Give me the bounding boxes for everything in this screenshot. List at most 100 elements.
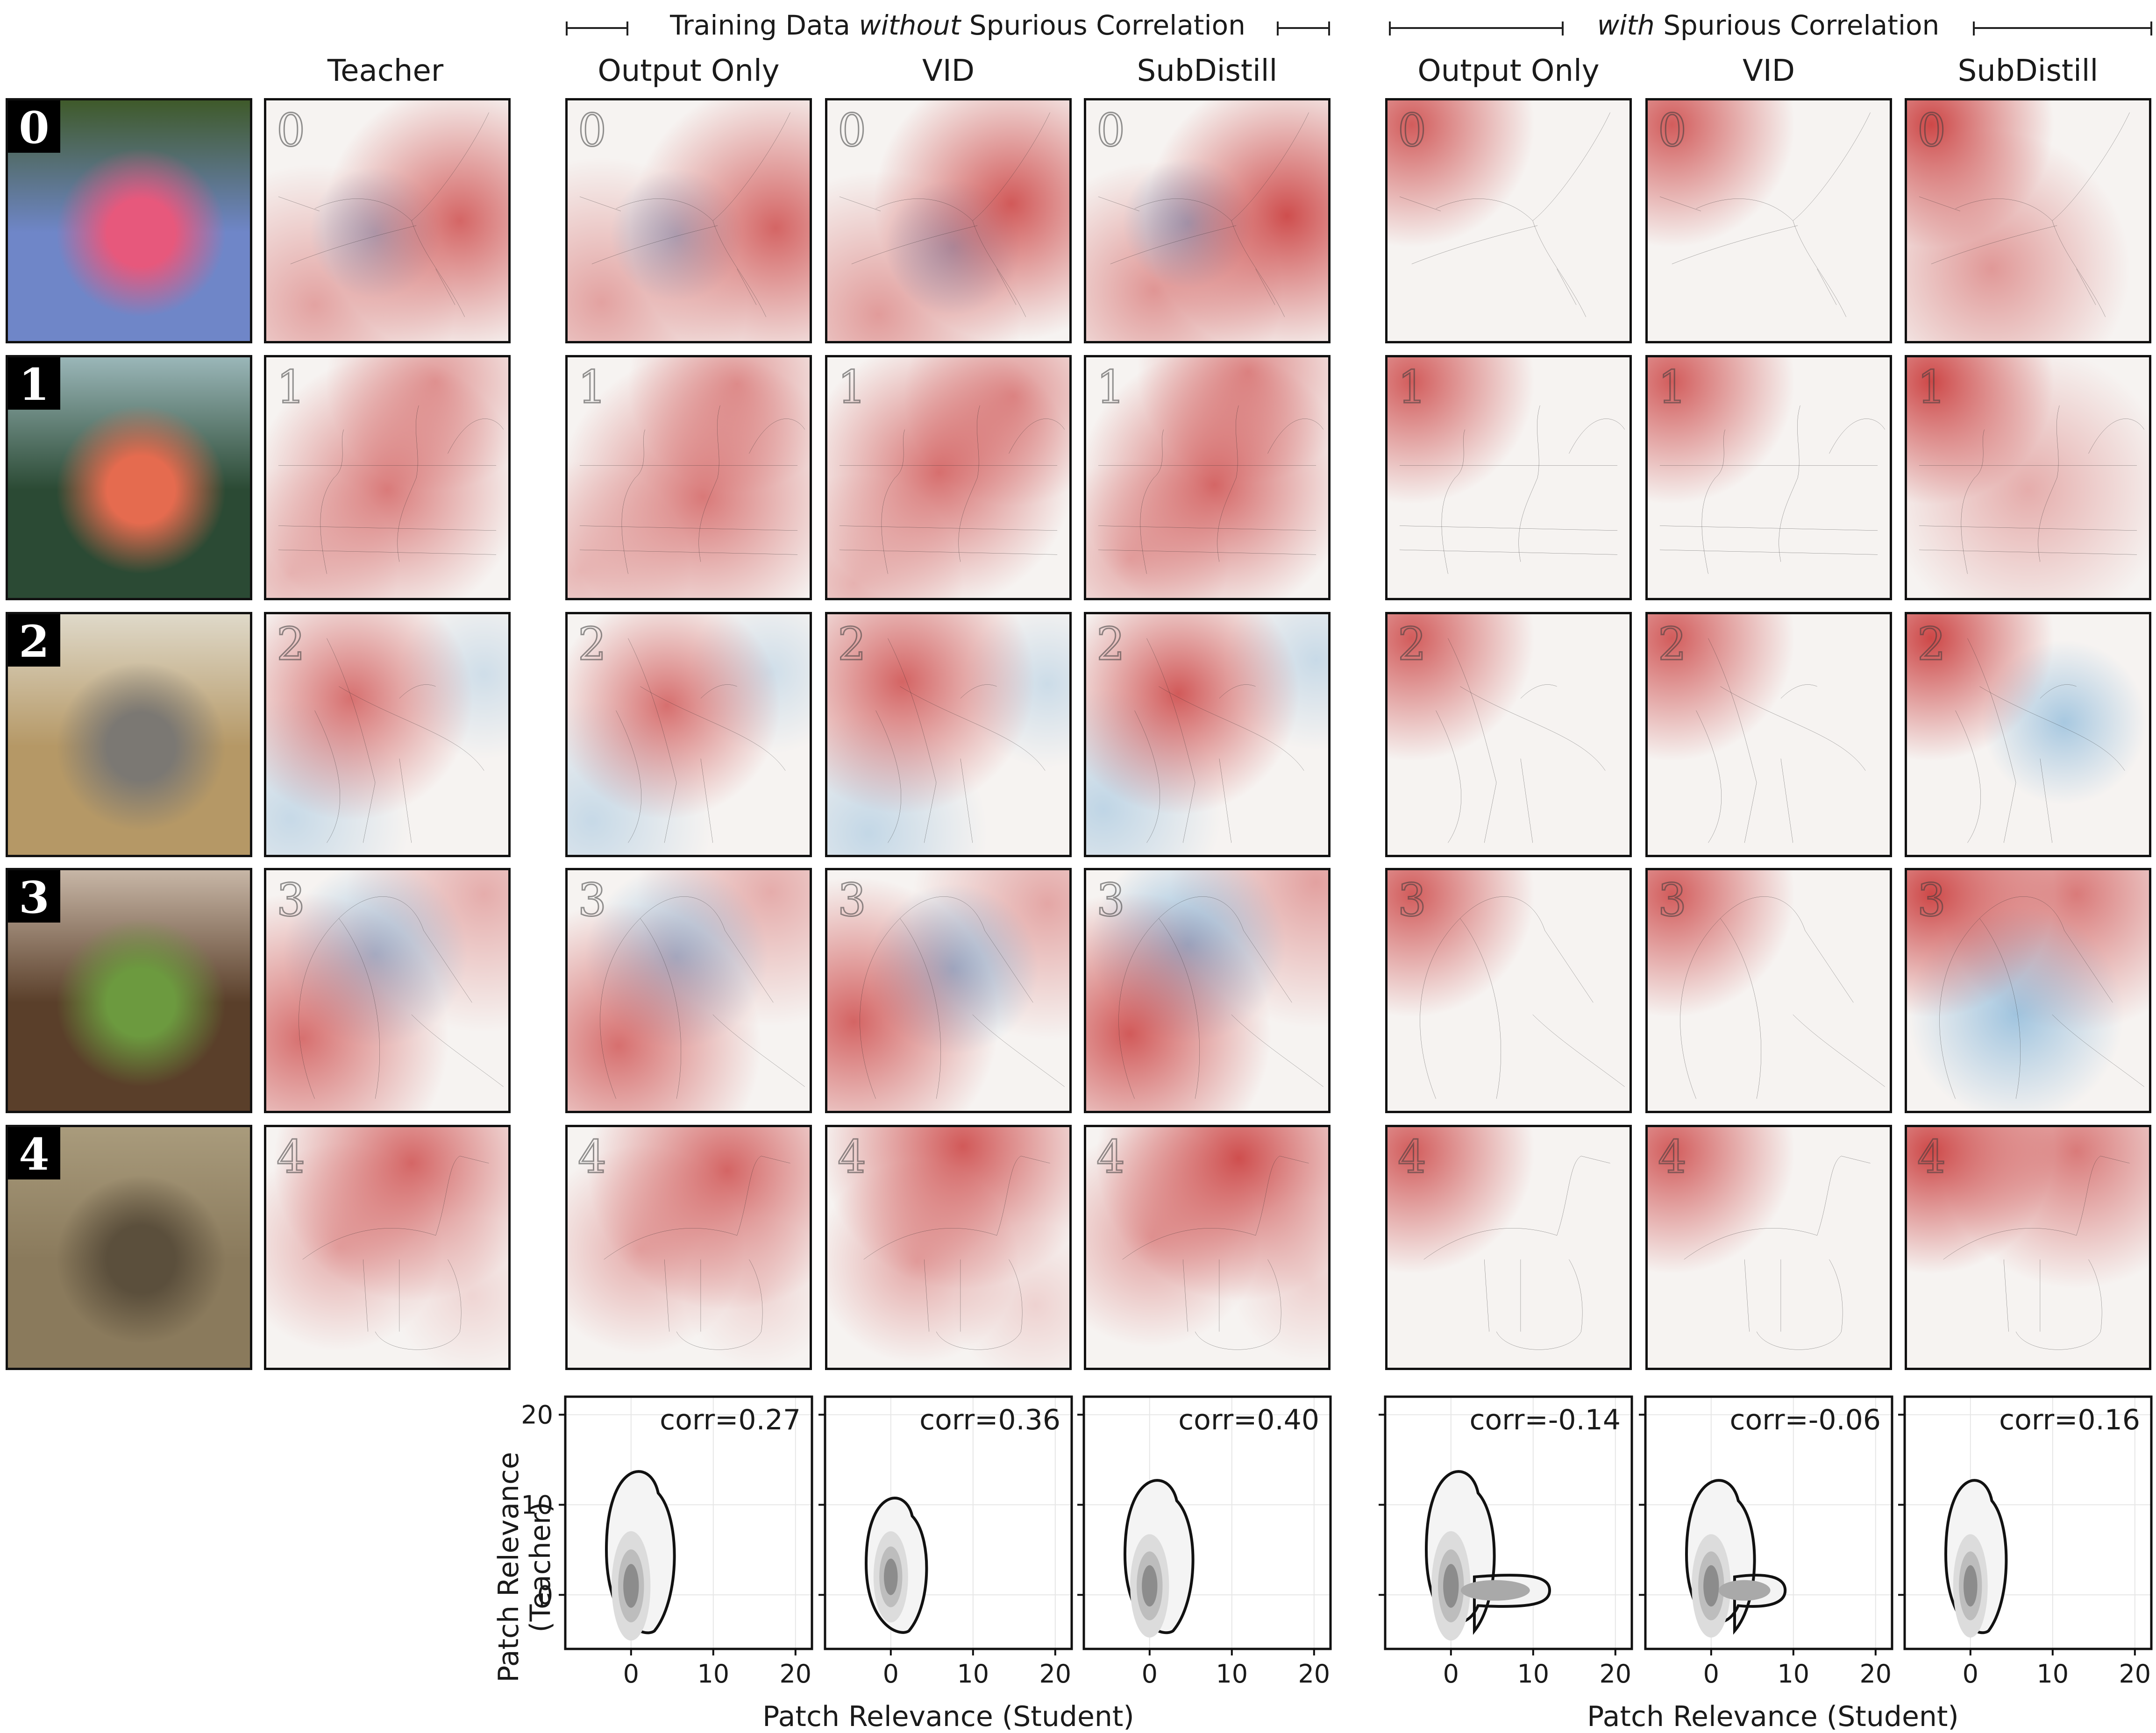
sketch-stroke (1159, 918, 1199, 1099)
relevance-heatmap: 0 (825, 98, 1072, 343)
scatter-plot: 0 10 20 corr=0.36 (818, 1395, 1073, 1689)
ghost-digit: 0 (1397, 104, 1427, 157)
sketch-stroke (1720, 687, 1865, 771)
sketch-stroke (399, 759, 412, 843)
sketch-stroke (1521, 759, 1533, 843)
group-header-without: Training Data without Spurious Correlati… (631, 9, 1285, 41)
mnist-digit-patch: 4 (8, 1127, 60, 1180)
sketch-stroke (1660, 197, 1701, 211)
sketch-stroke (1744, 1259, 1749, 1332)
bird-sketch-icon (266, 357, 508, 598)
sketch-stroke (1135, 710, 1160, 843)
correlation-label: corr=-0.14 (1470, 1404, 1621, 1436)
bird-sketch-icon (568, 100, 810, 341)
sketch-stroke (398, 405, 419, 562)
sketch-stroke (840, 197, 881, 211)
x-tick-label: 10 (1777, 1659, 1809, 1689)
relevance-heatmap: 2 (264, 612, 511, 857)
x-tick-label: 0 (1963, 1659, 1978, 1689)
x-axis-label-with: Patch Relevance (Student) (1587, 1700, 1959, 1733)
x-tick-label: 10 (957, 1659, 989, 1689)
sketch-stroke (363, 783, 375, 843)
relevance-heatmap: 2 (1905, 612, 2151, 857)
relevance-heatmap: 4 (825, 1125, 1072, 1370)
sketch-stroke (701, 685, 737, 699)
sketch-stroke (1956, 113, 2130, 221)
sketch-stroke (924, 783, 936, 843)
mnist-digit: 4 (19, 1129, 50, 1180)
sketch-stroke (1420, 896, 1545, 1099)
sketch-stroke (1684, 1156, 1842, 1259)
scatter-plot: 0 10 20 corr=0.40 (1077, 1395, 1332, 1689)
sketch-stroke (2100, 1156, 2129, 1163)
group-header-with: with Spurious Correlation (1565, 9, 1971, 41)
sketch-stroke (412, 221, 465, 317)
sketch-stroke (1231, 1015, 1323, 1087)
sketch-stroke (1680, 896, 1805, 1099)
relevance-heatmap: 1 (825, 355, 1072, 600)
group-header-without-prefix: Training Data (670, 9, 859, 41)
sketch-stroke (1793, 1015, 1885, 1087)
correlation-label: corr=0.27 (660, 1404, 801, 1436)
sketch-stroke (900, 687, 1045, 771)
ghost-digit: 1 (1916, 361, 1946, 414)
x-tick-label: 0 (1142, 1659, 1158, 1689)
sketch-stroke (1557, 269, 1576, 305)
relevance-heatmap: 4 (1905, 1125, 2151, 1370)
bird-sketch-icon (1086, 1127, 1328, 1368)
ghost-digit: 1 (276, 361, 306, 414)
x-tick-label: 10 (1517, 1659, 1549, 1689)
sketch-stroke (761, 1156, 790, 1163)
density-tail (1718, 1580, 1771, 1601)
sketch-stroke (840, 526, 1057, 531)
bird-sketch-icon (1648, 870, 1890, 1111)
relevance-heatmap: 4 (1084, 1125, 1331, 1370)
sketch-stroke (1219, 759, 1231, 843)
sketch-stroke (1533, 221, 1586, 317)
bird-sketch-icon (1907, 870, 2149, 1111)
sketch-stroke (1519, 405, 1540, 562)
relevance-heatmap: 0 (1905, 98, 2151, 343)
sketch-stroke (1569, 419, 1625, 454)
sketch-stroke (1805, 930, 1854, 1003)
density-tail (1460, 1580, 1530, 1601)
sketch-stroke (882, 430, 905, 574)
sketch-stroke (1968, 639, 2016, 783)
sketch-stroke (2064, 930, 2113, 1003)
x-tick-label: 10 (2036, 1659, 2069, 1689)
ghost-digit: 3 (1096, 874, 1125, 927)
plot-frame (1644, 1395, 1893, 1650)
sketch-stroke (1159, 687, 1304, 771)
sketch-stroke (1021, 1156, 1050, 1163)
sketch-stroke (1219, 685, 1256, 699)
bird-sketch-icon (1388, 1127, 1629, 1368)
bird-sketch-icon (1907, 357, 2149, 598)
scatter-plot: 0 10 20 0 10 20 corr=0.27 (521, 1395, 813, 1689)
sketch-stroke (1460, 918, 1501, 1099)
sketch-stroke (1744, 783, 1757, 843)
sketch-stroke (592, 226, 718, 264)
correlation-label: corr=0.16 (1999, 1404, 2140, 1436)
ghost-digit: 4 (1096, 1130, 1125, 1184)
bird-sketch-icon (1907, 614, 2149, 855)
relevance-heatmap: 0 (565, 98, 812, 343)
method-column-header: Output Only (1417, 54, 1600, 88)
ghost-digit: 4 (577, 1130, 607, 1184)
ghost-digit: 2 (1657, 618, 1687, 671)
bird-sketch-icon (1648, 100, 1890, 341)
sketch-stroke (701, 759, 713, 843)
relevance-heatmap: 0 (1084, 98, 1331, 343)
sketch-stroke (1781, 685, 1817, 699)
sketch-stroke (1098, 197, 1139, 211)
ghost-digit: 0 (577, 104, 607, 157)
relevance-heatmap: 4 (1645, 1125, 1892, 1370)
mnist-digit: 0 (19, 102, 50, 154)
sketch-stroke (1217, 405, 1239, 562)
x-tick-label: 20 (1859, 1659, 1892, 1689)
sketch-stroke (1183, 783, 1195, 843)
sketch-stroke (278, 197, 320, 211)
sketch-stroke (676, 1259, 762, 1349)
relevance-heatmap: 1 (1084, 355, 1331, 600)
density-layer (1443, 1564, 1459, 1608)
sketch-stroke (1919, 550, 2137, 554)
